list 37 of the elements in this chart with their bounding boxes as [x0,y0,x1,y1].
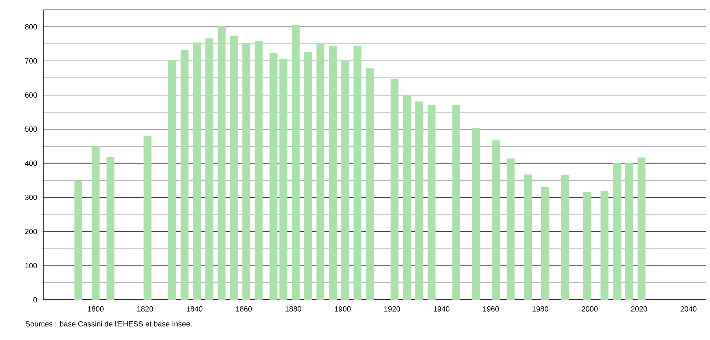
bar [416,102,424,300]
bar [428,106,436,300]
bar [280,59,288,300]
bar [366,68,374,300]
bar [600,190,609,300]
bar [92,146,100,300]
bar [390,79,399,300]
bar [524,174,532,300]
bar [144,136,152,300]
bar [625,164,634,300]
bar [542,187,550,300]
bar [583,192,592,300]
bar [180,50,189,300]
bar [292,25,300,300]
bar [304,52,312,300]
bar [242,44,251,300]
bar [106,157,115,300]
bar [354,46,362,300]
bar [230,36,238,300]
bar [206,38,214,300]
bar [218,26,226,300]
bar [270,52,278,300]
bar [638,158,646,300]
bar [168,60,176,300]
bar [472,128,480,300]
bar [561,175,570,300]
bar [341,61,350,300]
bar [492,140,500,300]
bar [452,106,460,300]
bar [254,41,263,300]
bar [74,181,83,300]
bar [613,164,622,300]
bar [506,158,515,300]
bar [316,44,325,300]
bar [403,94,412,300]
bar [329,46,337,300]
bar [193,42,202,300]
